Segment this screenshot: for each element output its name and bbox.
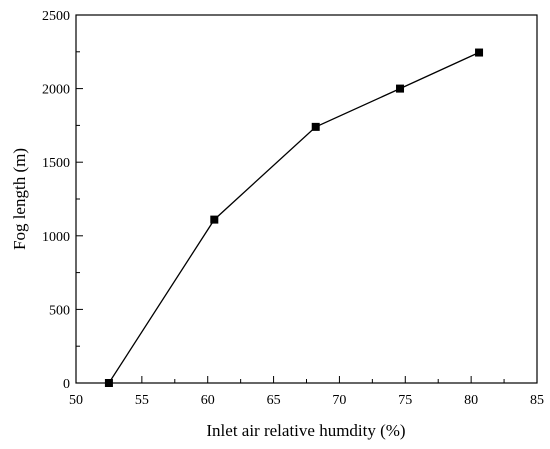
y-tick-label: 2000 bbox=[42, 83, 70, 98]
y-tick-label: 1500 bbox=[42, 156, 70, 171]
x-tick-label: 65 bbox=[267, 393, 281, 408]
x-axis-title: Inlet air relative humdity (%) bbox=[206, 421, 405, 440]
x-tick-label: 55 bbox=[135, 393, 149, 408]
y-tick-label: 1000 bbox=[42, 230, 70, 245]
data-point bbox=[210, 215, 219, 224]
y-axis-title: Fog length (m) bbox=[10, 148, 29, 250]
x-tick-label: 80 bbox=[464, 393, 478, 408]
x-tick-label: 75 bbox=[398, 393, 412, 408]
y-tick-label: 0 bbox=[63, 377, 70, 392]
x-tick-label: 50 bbox=[69, 393, 83, 408]
y-axis-ticks: 0 500 1000 1500 2000 2500 bbox=[42, 9, 83, 392]
x-tick-label: 70 bbox=[332, 393, 346, 408]
data-point bbox=[396, 84, 405, 93]
data-point bbox=[104, 379, 113, 387]
data-point bbox=[311, 122, 320, 131]
data-point bbox=[475, 48, 484, 57]
x-axis-ticks: 50 55 60 65 70 75 80 85 bbox=[69, 376, 544, 408]
y-tick-label: 500 bbox=[49, 303, 70, 318]
series-line bbox=[108, 51, 480, 384]
x-tick-label: 85 bbox=[530, 393, 544, 408]
series-layer bbox=[104, 48, 484, 387]
x-tick-label: 60 bbox=[201, 393, 215, 408]
y-tick-label: 2500 bbox=[42, 9, 70, 24]
